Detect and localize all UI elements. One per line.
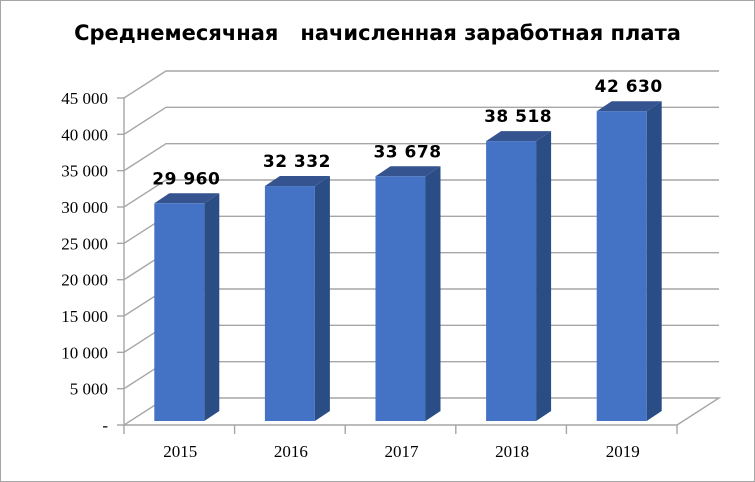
y-axis-tick-label: 25 000 <box>61 234 108 253</box>
y-axis-tick-label: 30 000 <box>61 198 108 217</box>
bar-2019 <box>596 101 662 422</box>
x-axis-tick-label: 2016 <box>274 442 308 461</box>
y-axis-tick-label: - <box>102 416 108 435</box>
bar-2015 <box>154 193 220 421</box>
gridline <box>123 106 719 135</box>
bar-data-label: 38 518 <box>484 107 552 127</box>
x-axis-tick-labels: 2015 2016 2017 2018 2019 <box>163 442 639 461</box>
x-axis-tick-label: 2018 <box>495 442 529 461</box>
bar-data-label: 29 960 <box>152 169 220 189</box>
y-axis-tick-label: 10 000 <box>61 343 108 362</box>
bar-2018 <box>486 131 552 421</box>
bar-side-face <box>425 166 441 421</box>
bar-data-label: 32 332 <box>263 152 331 172</box>
x-axis-tick-label: 2019 <box>606 442 640 461</box>
bar-top-face <box>375 166 441 177</box>
bar-top-face <box>486 131 552 142</box>
data-labels: 29 960 32 332 33 678 38 518 42 630 <box>152 77 662 189</box>
y-axis-tick-labels: - 5 000 10 000 15 000 20 000 25 000 30 000 35 0… <box>61 89 108 435</box>
bar-top-face <box>154 193 220 204</box>
bar-side-face <box>536 131 552 421</box>
y-axis-tick-label: 5 000 <box>70 380 108 399</box>
chart-title: Среднемесячная начисленная заработная пл… <box>74 21 681 45</box>
gridline <box>123 70 719 99</box>
bar-front-face <box>154 203 205 421</box>
bar-side-face <box>314 176 330 421</box>
y-axis-tick-label: 35 000 <box>61 162 108 181</box>
bar-top-face <box>264 176 330 187</box>
bar-data-label: 33 678 <box>373 142 441 162</box>
bar-side-face <box>646 101 662 422</box>
bar-front-face <box>375 176 426 421</box>
bar-front-face <box>264 186 315 421</box>
bars <box>154 101 662 422</box>
x-axis-tick-label: 2017 <box>385 442 420 461</box>
y-axis-tick-label: 15 000 <box>61 307 108 326</box>
bar-front-face <box>486 141 537 421</box>
bar-front-face <box>596 111 647 422</box>
y-axis-tick-label: 20 000 <box>61 271 108 290</box>
bar-2017 <box>375 166 441 421</box>
bar-data-label: 42 630 <box>595 77 663 97</box>
bar-2016 <box>264 176 330 421</box>
bar-side-face <box>204 193 220 421</box>
x-axis-tick-label: 2015 <box>163 442 197 461</box>
y-axis-tick-label: 45 000 <box>61 89 108 108</box>
bar-top-face <box>596 101 662 112</box>
y-axis-tick-label: 40 000 <box>61 125 108 144</box>
